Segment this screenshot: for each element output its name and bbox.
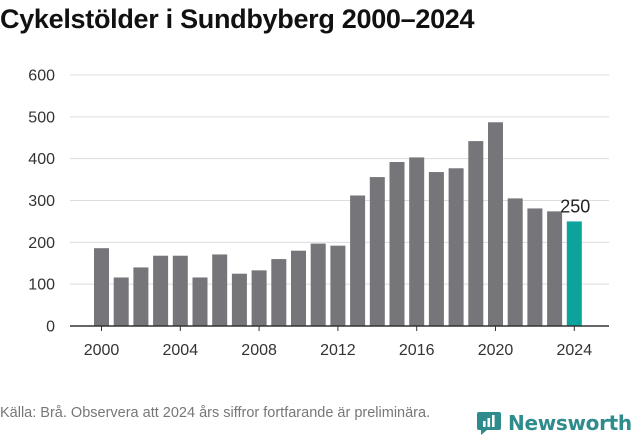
- x-tick-label-2016: 2016: [399, 342, 435, 359]
- bar-2011: [310, 243, 326, 326]
- bar-2017: [428, 172, 444, 326]
- bar-2007: [231, 273, 247, 326]
- bar-2009: [271, 259, 287, 326]
- y-tick-label-600: 600: [28, 68, 55, 85]
- bar-2018: [448, 168, 464, 326]
- bar-2016: [409, 157, 425, 326]
- x-axis-ticks: 2000 2004 2008 2012 2016 2020 2024: [84, 326, 592, 359]
- x-tick-label-2012: 2012: [320, 342, 356, 359]
- bar-2015: [389, 162, 405, 326]
- newsworthy-chat-bars-icon: [477, 412, 501, 435]
- brand-logo[interactable]: Newsworthy: [476, 410, 631, 436]
- bar-chart: 0 100 200 300 400 500 600 2000 2004 2008 2012 2016…: [28, 68, 609, 359]
- brand-name: Newsworthy: [508, 411, 631, 435]
- bar-2008: [251, 270, 267, 326]
- bar-2000: [94, 248, 109, 326]
- y-tick-label-300: 300: [28, 193, 55, 210]
- value-annotation-2024: 250: [560, 196, 590, 216]
- x-tick-label-2008: 2008: [241, 342, 277, 359]
- bar-2021: [507, 198, 523, 326]
- bar-2024: [566, 221, 582, 326]
- bar-2012: [330, 245, 346, 326]
- bars: [94, 122, 582, 326]
- bar-2013: [350, 195, 366, 326]
- x-tick-label-2024: 2024: [557, 342, 593, 359]
- bar-2005: [192, 277, 208, 326]
- bar-2006: [212, 254, 228, 326]
- bar-2003: [153, 255, 169, 326]
- bar-2014: [369, 177, 385, 326]
- bar-2002: [133, 267, 149, 326]
- y-tick-label-100: 100: [28, 277, 55, 294]
- bar-2020: [488, 122, 503, 326]
- y-tick-label-0: 0: [46, 319, 55, 336]
- bar-2019: [468, 141, 484, 326]
- bar-2022: [527, 208, 543, 326]
- x-tick-label-2020: 2020: [478, 342, 514, 359]
- y-tick-label-200: 200: [28, 235, 55, 252]
- source-note: Källa: Brå. Observera att 2024 års siffr…: [0, 405, 431, 421]
- y-tick-label-500: 500: [28, 109, 55, 126]
- y-axis-tick-labels: 0 100 200 300 400 500 600: [28, 68, 55, 336]
- x-tick-label-2004: 2004: [163, 342, 199, 359]
- bar-2010: [291, 250, 306, 326]
- chart-title: Cykelstölder i Sundbyberg 2000–2024: [0, 4, 475, 34]
- y-tick-label-400: 400: [28, 151, 55, 168]
- bar-2001: [113, 277, 129, 326]
- x-tick-label-2000: 2000: [84, 342, 120, 359]
- bar-2004: [172, 255, 188, 326]
- bar-2023: [547, 211, 563, 326]
